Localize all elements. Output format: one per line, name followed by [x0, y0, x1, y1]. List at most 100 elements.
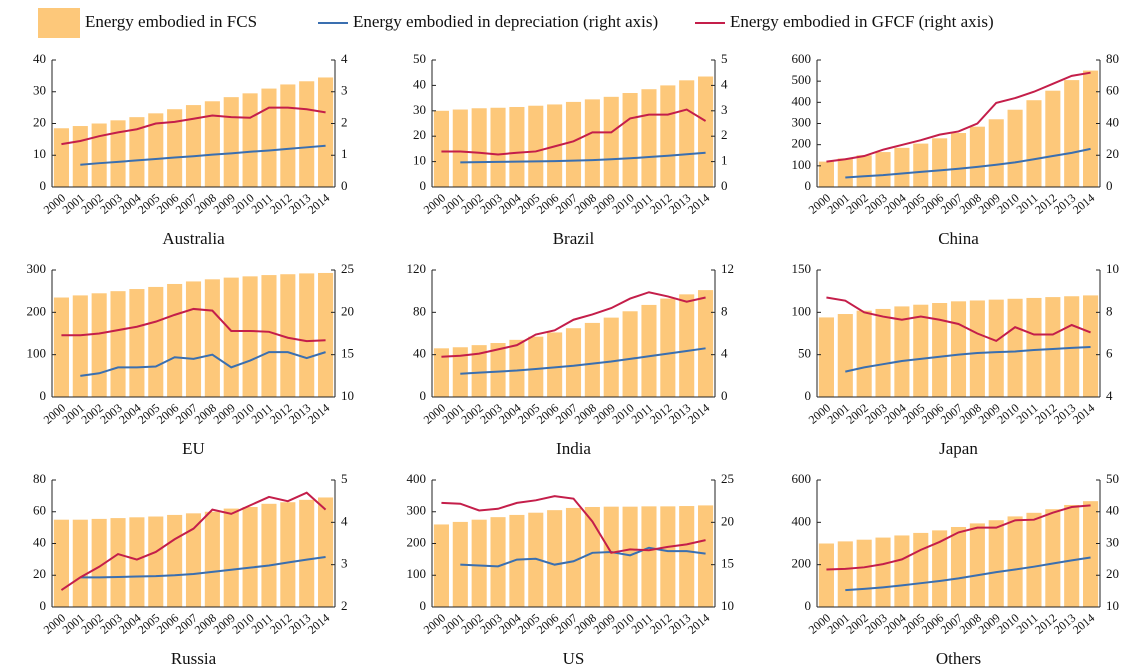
line [441, 108, 707, 156]
y-tick-label: 500 [792, 72, 812, 87]
y-tick-label: 10 [33, 146, 46, 161]
bar [565, 328, 582, 397]
bar [91, 518, 107, 607]
y-tick-label: 80 [413, 303, 426, 318]
bar [452, 109, 468, 187]
y-tick-label: 80 [33, 471, 46, 486]
y-tick-label: 600 [792, 51, 812, 66]
bar [622, 93, 638, 187]
bar [818, 161, 834, 187]
bar [53, 128, 69, 187]
bar [837, 158, 853, 187]
bar [509, 339, 525, 397]
panel: 0501001504681020002001200220032004200520… [792, 261, 1120, 458]
bar [1026, 297, 1042, 397]
panel: 0100200300400101520252000200120022003200… [407, 471, 735, 668]
y2-tick-label: 10 [1106, 261, 1119, 276]
bar [261, 275, 277, 397]
bar [204, 511, 220, 607]
y2-tick-label: 3 [721, 102, 728, 117]
bar [679, 80, 695, 187]
y2-tick-label: 8 [1106, 303, 1113, 318]
bar [1064, 80, 1080, 187]
bar [913, 143, 929, 187]
y-tick-label: 200 [27, 303, 47, 318]
bar [584, 99, 600, 187]
y2-tick-label: 20 [1106, 146, 1119, 161]
bar [565, 101, 582, 187]
bar [1064, 296, 1080, 397]
bar [280, 84, 296, 187]
bar [318, 77, 334, 187]
y-tick-label: 0 [40, 178, 47, 193]
y2-tick-label: 10 [1106, 598, 1119, 613]
y-tick-label: 20 [413, 127, 426, 142]
line [60, 491, 327, 591]
y2-tick-label: 10 [721, 598, 734, 613]
y2-tick-label: 0 [341, 178, 348, 193]
bar [110, 120, 126, 187]
y2-tick-label: 5 [341, 471, 348, 486]
bar [204, 279, 220, 397]
panel: 0102030405001234520002001200220032004200… [413, 51, 728, 248]
line [826, 504, 1091, 571]
bar [894, 306, 910, 397]
bar [603, 317, 619, 397]
bar [1083, 501, 1099, 607]
line [80, 556, 326, 579]
line [845, 556, 1091, 592]
bar [622, 506, 638, 607]
bar [1045, 509, 1061, 607]
panel: 0100200300400500600020406080200020012002… [792, 51, 1120, 248]
bar [1007, 298, 1023, 397]
bar [932, 303, 948, 397]
y-tick-label: 100 [27, 346, 47, 361]
bar [148, 286, 164, 397]
y-tick-label: 60 [33, 503, 46, 518]
y2-tick-label: 15 [721, 556, 734, 571]
bar [299, 273, 315, 397]
bar [679, 506, 695, 607]
panel: 0102030400123420002001200220032004200520… [33, 51, 348, 248]
bar [1007, 516, 1023, 607]
y-tick-label: 200 [792, 136, 812, 151]
bar [698, 76, 714, 187]
x-tick-label: 2014 [685, 611, 712, 637]
bar [856, 539, 872, 607]
line [80, 351, 326, 377]
bar [471, 345, 487, 397]
line [460, 347, 706, 375]
x-tick-label: 2014 [305, 191, 332, 217]
bar [185, 281, 202, 397]
y2-tick-label: 15 [341, 346, 354, 361]
y2-tick-label: 50 [1106, 471, 1119, 486]
bar [894, 535, 910, 607]
y-tick-label: 50 [413, 51, 426, 66]
bar [110, 291, 126, 397]
bar [452, 521, 468, 607]
y-tick-label: 150 [792, 261, 812, 276]
y-tick-label: 0 [40, 388, 47, 403]
bar [242, 506, 258, 607]
legend-label: Energy embodied in depreciation (right a… [353, 12, 658, 31]
y-tick-label: 300 [792, 114, 812, 129]
bar [91, 293, 107, 397]
bar [490, 517, 506, 607]
bar [932, 138, 948, 187]
line [460, 546, 706, 568]
bar [280, 274, 296, 397]
line [845, 147, 1091, 179]
bar [528, 336, 544, 397]
bar [660, 85, 676, 187]
bar [318, 272, 334, 397]
y-tick-label: 20 [33, 566, 46, 581]
line [61, 106, 326, 146]
y2-tick-label: 0 [1106, 178, 1113, 193]
bar [148, 113, 164, 187]
y2-tick-label: 4 [341, 51, 348, 66]
bar [660, 506, 676, 607]
bar [969, 523, 985, 607]
y2-tick-label: 40 [1106, 503, 1119, 518]
bar [950, 133, 967, 187]
bar [185, 105, 202, 187]
